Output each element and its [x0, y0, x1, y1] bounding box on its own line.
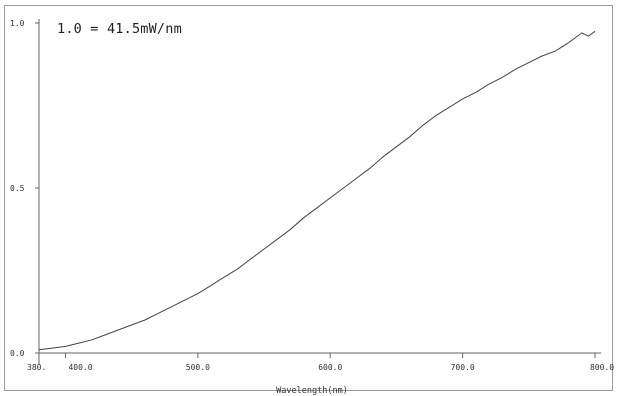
x-axis-label: Wavelength(nm)	[276, 386, 348, 396]
y-tick-label: 1.0	[10, 19, 25, 28]
chart-axes	[35, 19, 601, 365]
x-tick-label: 700.0	[451, 363, 475, 372]
y-tick-label: 0.5	[10, 184, 25, 193]
x-tick-label: 380.	[27, 363, 46, 372]
x-tick-label: 600.0	[318, 363, 342, 372]
chart-ticks: 0.0 0.5 1.0 380. 400.0 500.0 600.0 700.0 800.0	[10, 19, 614, 372]
chart-series	[38, 30, 596, 351]
scale-annotation: 1.0 = 41.5mW/nm	[57, 21, 182, 37]
x-tick-label: 400.0	[68, 363, 92, 372]
series-line	[38, 30, 596, 351]
chart-frame	[4, 5, 613, 391]
y-tick-label: 0.0	[10, 349, 25, 358]
x-tick-label: 800.0	[590, 363, 614, 372]
x-tick-label: 500.0	[186, 363, 210, 372]
